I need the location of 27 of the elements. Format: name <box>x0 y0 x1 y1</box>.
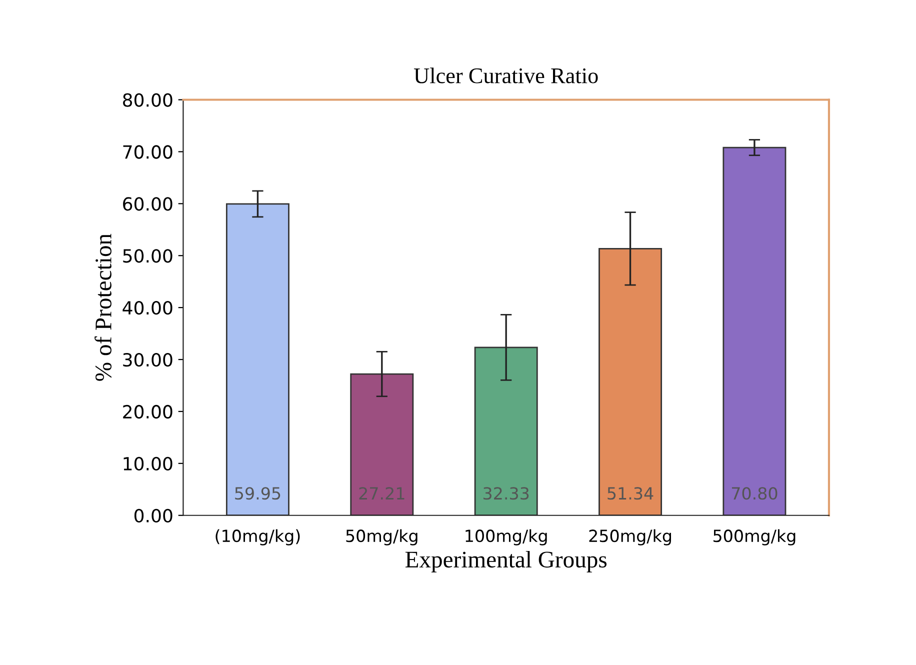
y-tick-label: 50.00 <box>123 249 172 263</box>
bar <box>598 248 662 516</box>
x-axis-title: Experimental Groups <box>405 550 607 572</box>
x-tick-label: 250mg/kg <box>589 529 671 546</box>
data-label: 51.34 <box>608 487 654 500</box>
data-label: 59.95 <box>235 487 280 500</box>
data-label: 27.21 <box>359 487 404 500</box>
bar <box>474 346 538 516</box>
y-tick-label: 20.00 <box>123 404 172 419</box>
data-label: 32.33 <box>484 487 529 500</box>
y-tick-label: 60.00 <box>123 197 172 211</box>
y-tick-label: 70.00 <box>123 145 172 159</box>
y-tick-label: 30.00 <box>123 352 172 367</box>
x-tick-label: 500mg/kg <box>714 529 796 546</box>
x-tick-label: 100mg/kg <box>466 529 547 546</box>
x-tick-label: (10mg/kg) <box>216 529 300 546</box>
y-tick-label: 0.00 <box>134 508 172 522</box>
chart-title: Ulcer Curative Ratio <box>414 68 598 84</box>
bar <box>722 146 786 516</box>
y-tick-label: 10.00 <box>124 456 172 471</box>
y-tick-label: 80.00 <box>123 93 172 107</box>
data-label: 70.80 <box>732 487 778 500</box>
x-tick-label: 50mg/kg <box>346 529 418 546</box>
bar <box>350 373 414 516</box>
y-axis-title: % of Protection <box>94 234 112 381</box>
y-tick-label: 40.00 <box>122 301 172 315</box>
bar <box>226 203 290 516</box>
